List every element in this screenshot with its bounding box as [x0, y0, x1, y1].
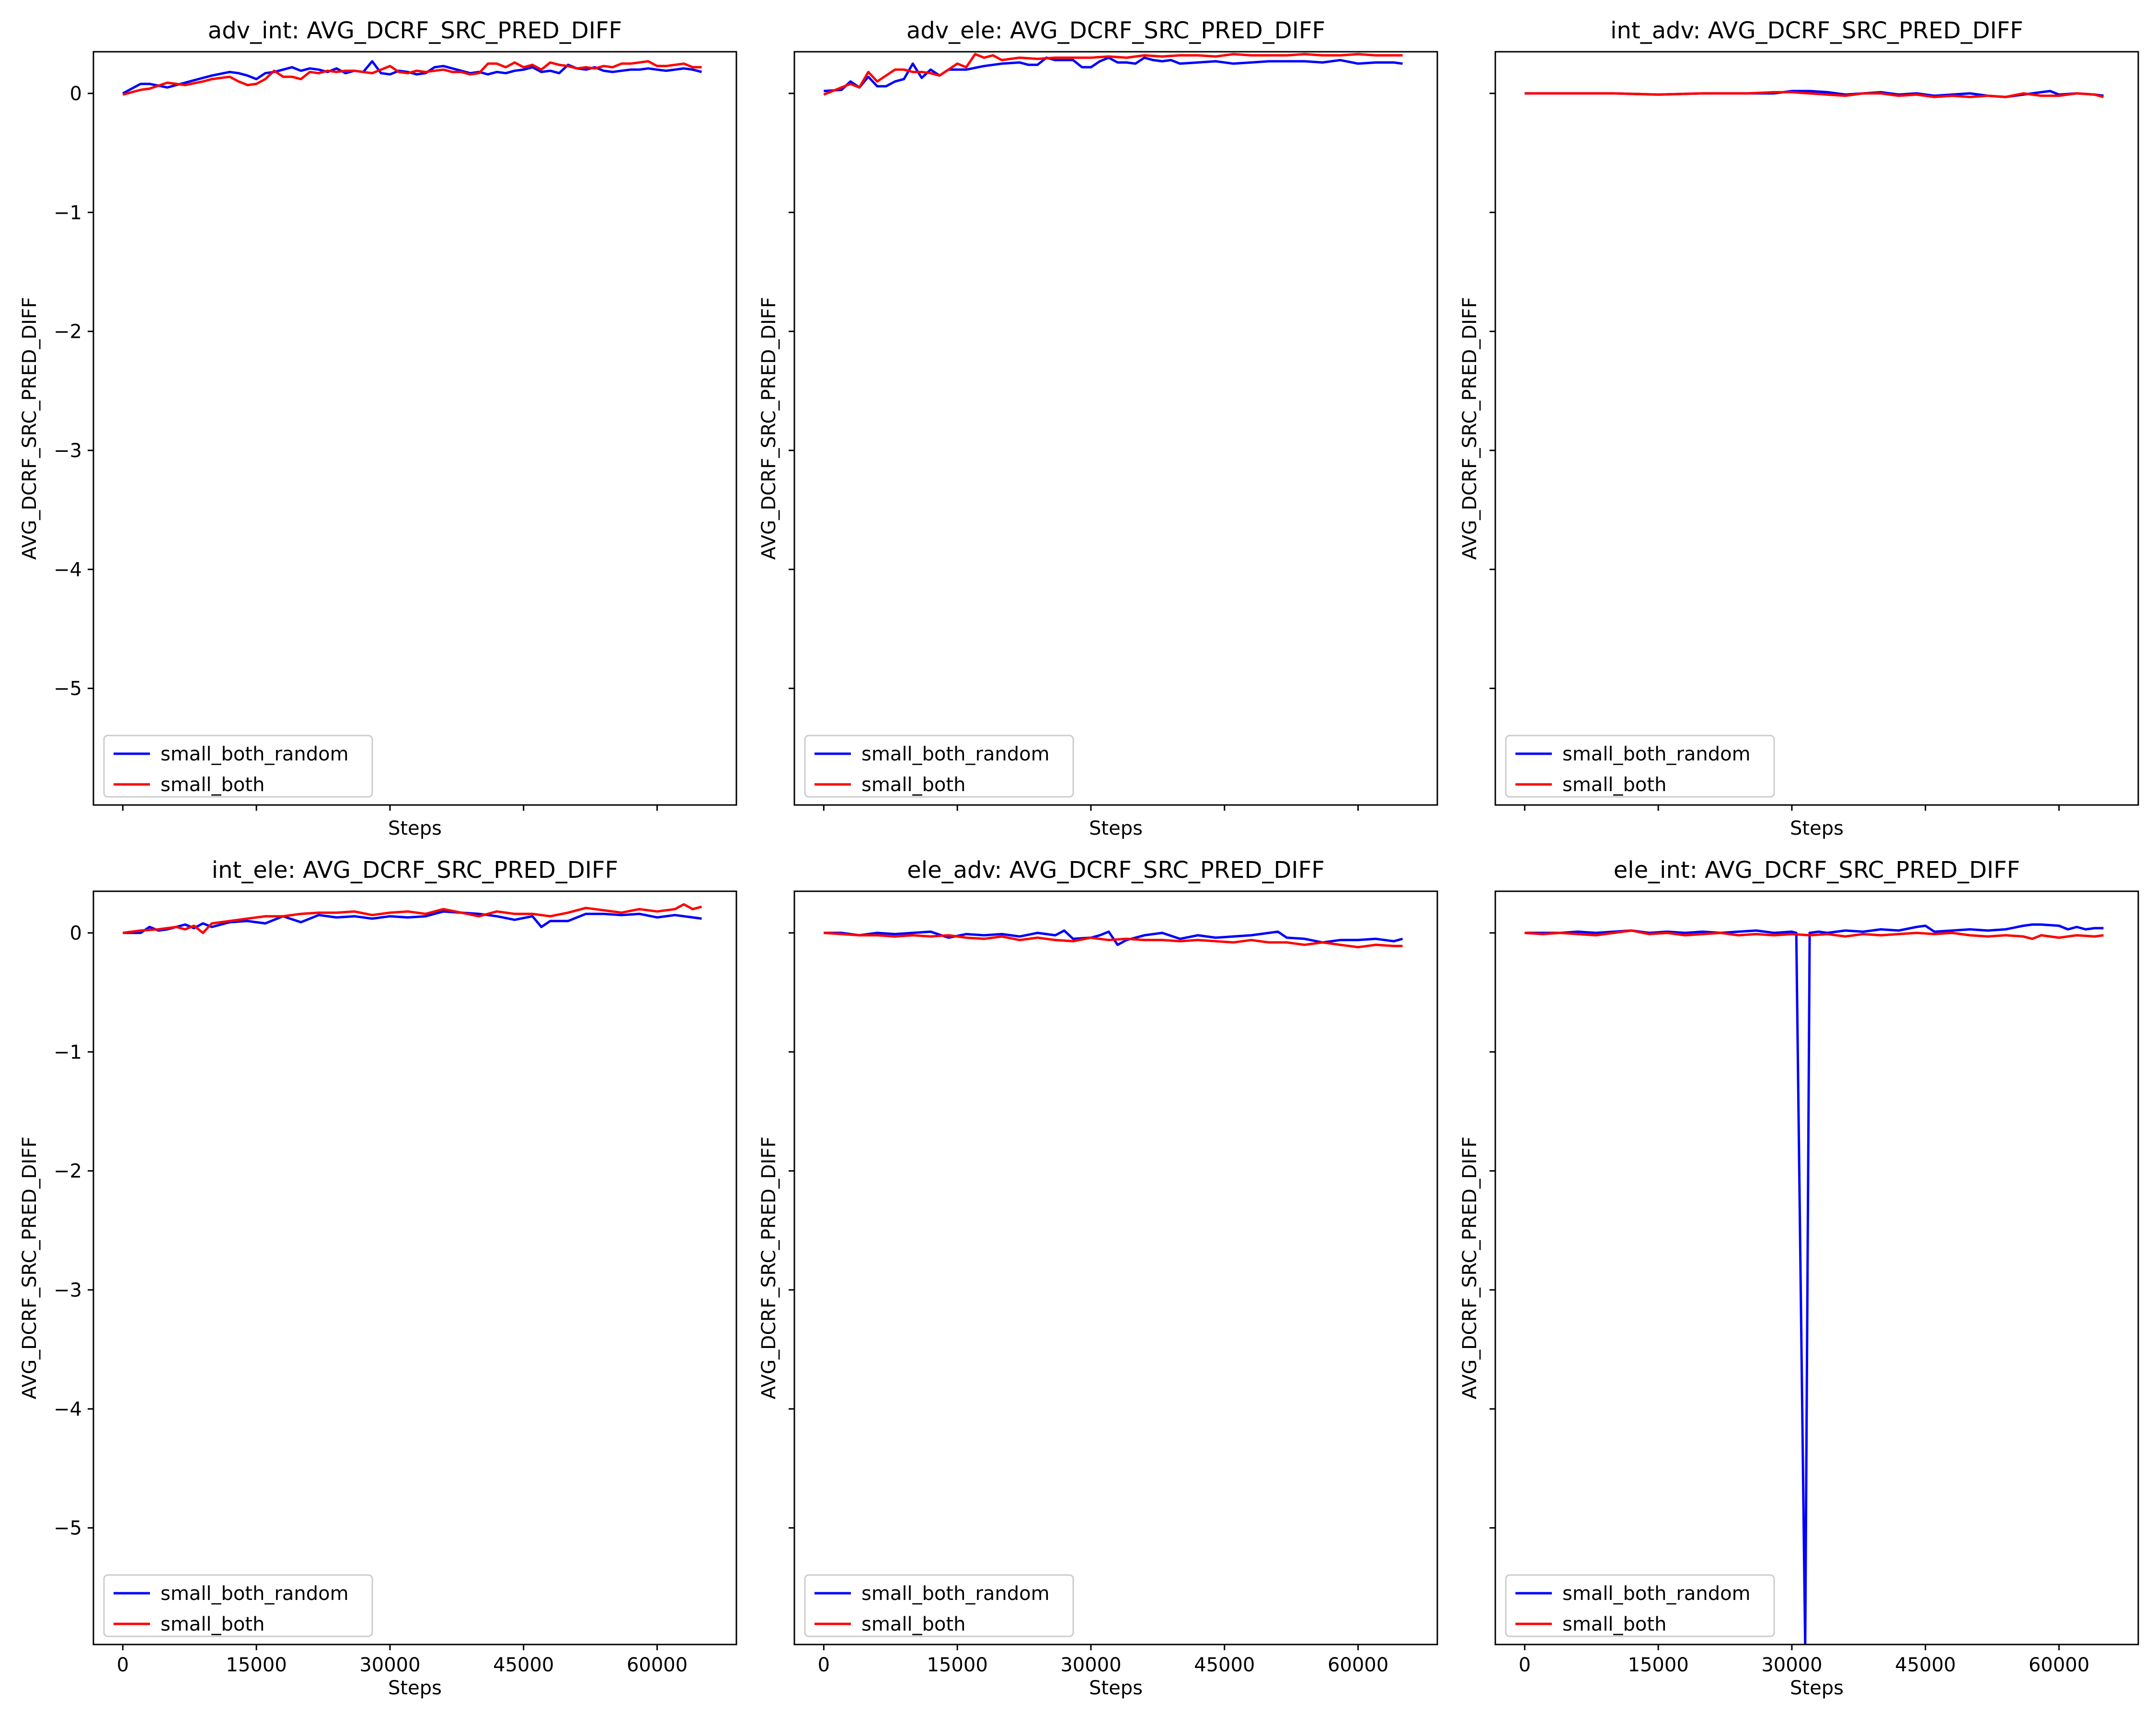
y-tick-label: −3	[54, 440, 82, 462]
x-axis-label: Steps	[1790, 1677, 1844, 1699]
subplot-title: adv_ele: AVG_DCRF_SRC_PRED_DIFF	[906, 17, 1325, 44]
plot-frame	[1494, 890, 2139, 1645]
plot-frame	[92, 51, 737, 806]
legend-label: small_both_random	[161, 1583, 349, 1605]
x-tick-label: 30000	[1060, 1654, 1121, 1676]
x-tick-label: 15000	[1628, 1654, 1689, 1676]
x-tick-label: 60000	[627, 1654, 688, 1676]
x-axis-label: Steps	[388, 1677, 442, 1699]
y-tick-label: −4	[54, 1398, 82, 1420]
y-axis-label: AVG_DCRF_SRC_PRED_DIFF	[758, 1137, 780, 1399]
plot-frame	[1494, 51, 2139, 806]
plot-frame	[92, 890, 737, 1645]
x-tick-label: 45000	[493, 1654, 554, 1676]
y-tick-label: −4	[54, 559, 82, 581]
x-axis-label: Steps	[1089, 817, 1143, 840]
x-tick-label: 15000	[927, 1654, 988, 1676]
x-tick-label: 45000	[1895, 1654, 1956, 1676]
legend-label: small_both	[161, 1613, 264, 1635]
legend-box	[1505, 1574, 1775, 1637]
subplot-title: adv_int: AVG_DCRF_SRC_PRED_DIFF	[208, 17, 622, 44]
y-tick-label: −1	[54, 202, 82, 224]
legend-label: small_both	[1562, 774, 1666, 796]
x-axis-label: Steps	[1790, 817, 1844, 840]
y-tick-label: −2	[54, 321, 82, 343]
y-tick-label: −3	[54, 1279, 82, 1301]
legend-label: small_both	[861, 774, 965, 796]
y-tick-label: −5	[54, 1518, 82, 1540]
subplot-title: int_ele: AVG_DCRF_SRC_PRED_DIFF	[212, 857, 619, 884]
series-line-small-both	[1525, 929, 2104, 940]
legend-label: small_both_random	[861, 743, 1050, 765]
series-line-small-both	[1525, 91, 2104, 98]
x-tick-label: 45000	[1194, 1654, 1255, 1676]
y-axis-label: AVG_DCRF_SRC_PRED_DIFF	[1459, 1137, 1481, 1399]
legend: small_both_random small_both	[103, 735, 373, 798]
legend-label: small_both_random	[161, 743, 349, 765]
legend-label: small_both_random	[1562, 1583, 1751, 1605]
series-line-small-both-random	[824, 56, 1403, 92]
legend-box	[804, 1574, 1074, 1637]
x-axis-label: Steps	[1089, 1677, 1143, 1699]
y-tick-label: −5	[54, 678, 82, 700]
y-axis-label: AVG_DCRF_SRC_PRED_DIFF	[758, 297, 780, 560]
legend-label: small_both	[861, 1613, 965, 1635]
legend-box	[103, 735, 373, 798]
y-tick-label: −1	[54, 1041, 82, 1063]
legend-box	[804, 735, 1074, 798]
x-tick-label: 60000	[2029, 1654, 2089, 1676]
legend-label: small_both	[1562, 1613, 1666, 1635]
y-axis-label: AVG_DCRF_SRC_PRED_DIFF	[19, 297, 41, 560]
series-line-small-both-random	[122, 60, 702, 95]
legend-box	[1505, 735, 1775, 798]
x-tick-label: 30000	[1761, 1654, 1822, 1676]
subplot-0: adv_int: AVG_DCRF_SRC_PRED_DIFF 0 −1 −2 −3 −4…	[19, 17, 737, 840]
legend-label: small_both	[161, 774, 264, 796]
y-tick-label: −2	[54, 1161, 82, 1183]
series-line-small-both-random	[824, 929, 1403, 946]
series-line-small-both	[122, 60, 702, 96]
legend: small_both_random small_both	[103, 1574, 373, 1637]
plot-frame	[793, 51, 1438, 806]
series-line-small-both-random	[123, 910, 702, 934]
legend-label: small_both_random	[861, 1583, 1050, 1605]
series-line-small-both	[823, 53, 1403, 96]
x-tick-label: 60000	[1328, 1654, 1388, 1676]
series-line-small-both	[824, 932, 1403, 949]
y-tick-label: 0	[70, 83, 82, 105]
subplot-4: ele_adv: AVG_DCRF_SRC_PRED_DIFF 0 15000 300…	[758, 857, 1438, 1699]
legend-box	[103, 1574, 373, 1637]
legend: small_both_random small_both	[804, 1574, 1074, 1637]
x-tick-label: 30000	[359, 1654, 420, 1676]
legend: small_both_random small_both	[804, 735, 1074, 798]
x-axis-label: Steps	[388, 817, 442, 840]
x-tick-label: 0	[1519, 1654, 1531, 1676]
series-line-small-both	[122, 903, 702, 934]
subplot-title: ele_int: AVG_DCRF_SRC_PRED_DIFF	[1614, 857, 2020, 884]
subplot-5: ele_int: AVG_DCRF_SRC_PRED_DIFF 0 15000 300…	[1459, 857, 2139, 1699]
subplot-title: ele_adv: AVG_DCRF_SRC_PRED_DIFF	[907, 857, 1325, 884]
y-axis-label: AVG_DCRF_SRC_PRED_DIFF	[19, 1137, 41, 1399]
y-axis-label: AVG_DCRF_SRC_PRED_DIFF	[1459, 297, 1481, 560]
legend: small_both_random small_both	[1505, 735, 1775, 798]
subplot-3: int_ele: AVG_DCRF_SRC_PRED_DIFF 0 −1 −2 −3 −4…	[19, 857, 737, 1699]
legend: small_both_random small_both	[1505, 1574, 1775, 1637]
x-tick-label: 15000	[226, 1654, 287, 1676]
subplot-1: adv_ele: AVG_DCRF_SRC_PRED_DIFF Steps AVG_…	[758, 17, 1438, 840]
x-tick-label: 0	[117, 1654, 129, 1676]
subplot-2: int_adv: AVG_DCRF_SRC_PRED_DIFF Steps AVG_…	[1459, 17, 2139, 840]
subplot-title: int_adv: AVG_DCRF_SRC_PRED_DIFF	[1610, 17, 2023, 44]
legend-label: small_both_random	[1562, 743, 1751, 765]
y-tick-label: 0	[70, 922, 82, 944]
x-tick-label: 0	[818, 1654, 830, 1676]
plot-frame	[793, 890, 1438, 1645]
